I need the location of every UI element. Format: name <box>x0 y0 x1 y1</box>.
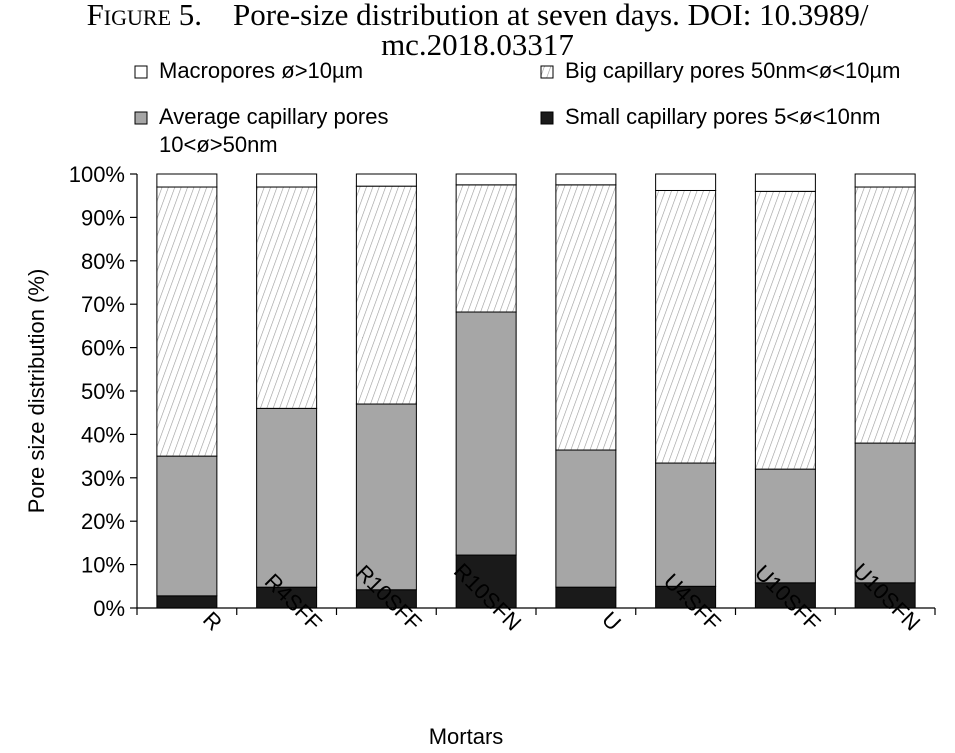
y-tick-label: 50% <box>81 379 125 404</box>
caption-line-2: mc.2018.03317 <box>381 27 574 62</box>
figure-label: Figure 5. <box>86 0 203 32</box>
bar-segment-r-series-3 <box>156 173 218 188</box>
y-tick-label: 10% <box>81 553 125 578</box>
bar-segment-r4sff-series-2 <box>256 186 318 409</box>
bar-segment-u-series-3 <box>555 173 617 186</box>
bar-segment-r-series-1 <box>156 455 218 597</box>
bar-segment-r-series-2 <box>156 186 218 457</box>
bar-segment-u4sff-series-2 <box>655 189 717 464</box>
legend-label-series-2: Big capillary pores 50nm<ø<10µm <box>565 58 901 83</box>
bar-segment-r10sff-series-1 <box>355 403 417 591</box>
y-tick-label: 30% <box>81 466 125 491</box>
legend-label-series-3: Macropores ø>10µm <box>159 58 363 83</box>
bar-segment-u10sfn-series-3 <box>854 173 916 188</box>
legend: Macropores ø>10µm Big capillary pores 50n… <box>134 58 901 157</box>
bar-segment-u4sff-series-1 <box>655 462 717 587</box>
bar-segment-r4sff-series-3 <box>256 173 318 188</box>
bar-segment-u10sff-series-2 <box>754 190 816 470</box>
legend-label-series-0: Small capillary pores 5<ø<10nm <box>565 104 880 129</box>
bar-segment-u-series-1 <box>555 449 617 588</box>
bar-segment-u10sff-series-3 <box>754 173 816 192</box>
bar-segment-r10sff-series-2 <box>355 185 417 405</box>
x-tick-label-u: U <box>597 607 626 636</box>
bar-segment-r4sff-series-1 <box>256 407 318 588</box>
bar-segment-u-series-2 <box>555 184 617 451</box>
bar-segment-r10sfn-series-0 <box>455 554 517 609</box>
bar-segment-r-series-0 <box>156 595 218 609</box>
caption-text: Pore-size distribution at seven days. DO… <box>233 0 869 32</box>
caption-line-1: Figure 5. Pore-size distribution at seve… <box>0 0 955 30</box>
legend-swatch-series-3 <box>134 65 148 79</box>
bar-segment-r10sfn-series-3 <box>455 173 517 186</box>
bars <box>156 173 916 609</box>
y-tick-label: 40% <box>81 422 125 447</box>
y-tick-label: 80% <box>81 249 125 274</box>
x-axis-title: Mortars <box>429 724 504 749</box>
bar-segment-u10sfn-series-1 <box>854 442 916 584</box>
legend-label-series-1: Average capillary pores 10<ø>50nm <box>159 104 389 157</box>
y-tick-label: 0% <box>93 596 125 621</box>
figure-caption: Figure 5. Pore-size distribution at seve… <box>0 0 955 60</box>
y-tick-label: 60% <box>81 336 125 361</box>
bar-segment-r10sfn-series-1 <box>455 311 517 556</box>
y-tick-label: 70% <box>81 292 125 317</box>
legend-swatch-series-2 <box>540 65 554 79</box>
bar-segment-u10sfn-series-0 <box>854 582 916 609</box>
bar-segment-u-series-0 <box>555 586 617 609</box>
bar-segment-u10sfn-series-2 <box>854 186 916 444</box>
bar-segment-r10sff-series-3 <box>355 173 417 187</box>
y-axis-title: Pore size distribution (%) <box>24 269 49 514</box>
bar-segment-u4sff-series-3 <box>655 173 717 191</box>
bar-segment-u10sff-series-1 <box>754 468 816 584</box>
y-tick-label: 100% <box>69 162 125 187</box>
y-tick-label: 20% <box>81 509 125 534</box>
x-tick-label-r: R <box>198 607 227 636</box>
legend-swatch-series-0 <box>540 111 554 125</box>
bar-segment-r10sfn-series-2 <box>455 184 517 313</box>
legend-swatch-series-1 <box>134 111 148 125</box>
y-tick-label: 90% <box>81 205 125 230</box>
